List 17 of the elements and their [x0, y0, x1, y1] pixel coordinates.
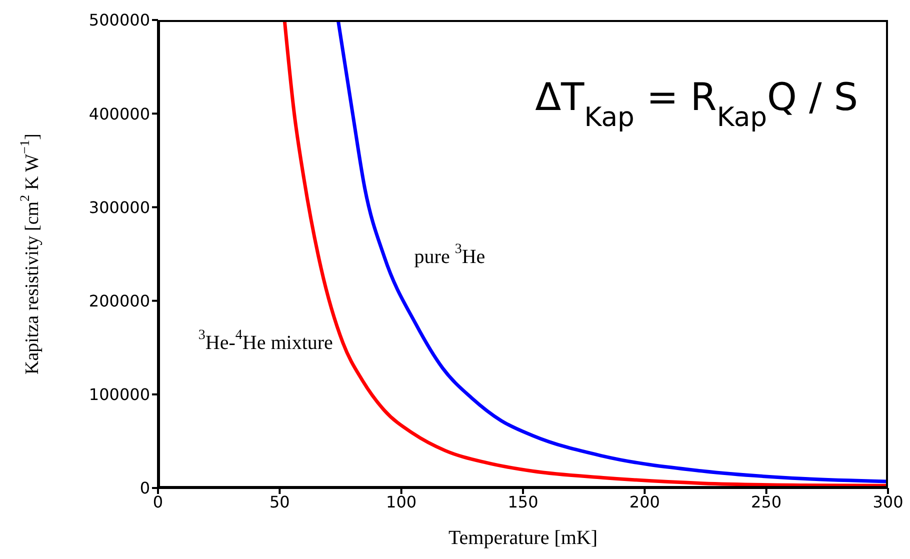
y-tick-label: 0	[140, 478, 150, 498]
series-label: pure $^{3}$He	[414, 242, 486, 268]
y-tick-label: 300000	[88, 198, 150, 217]
x-tick-label: 0	[152, 492, 164, 512]
y-tick-label: 200000	[88, 291, 150, 310]
x-tick-label: 50	[269, 492, 290, 512]
series-label: $^{3}$He-$^{4}$He mixture	[198, 328, 334, 354]
y-tick-label: 100000	[88, 385, 150, 404]
x-axis-title: Temperature [mK]	[448, 527, 598, 550]
x-tick-label: 100	[386, 492, 417, 512]
x-tick-label: 250	[751, 492, 782, 512]
x-tick-label: 150	[508, 492, 538, 512]
annotation: ΔT$_{Kap}$ = R$_{Kap}$Q / S	[535, 75, 858, 132]
y-tick-label: 400000	[88, 104, 150, 124]
y-tick-label: 500000	[88, 10, 150, 30]
x-tick-label: 300	[872, 492, 904, 512]
x-tick-label: 200	[629, 492, 660, 512]
